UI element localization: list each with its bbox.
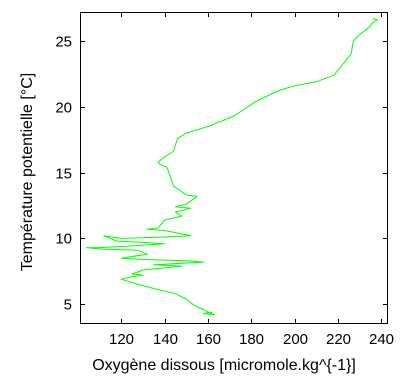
y-tick-label: 5 <box>64 297 72 314</box>
x-tick-label: 160 <box>196 331 221 348</box>
y-axis: 5 10 15 20 25 <box>55 34 388 314</box>
y-tick-label: 10 <box>55 231 72 248</box>
x-tick-label: 200 <box>283 331 308 348</box>
x-tick-label: 240 <box>369 331 394 348</box>
x-axis: 120 140 160 180 200 220 240 <box>109 12 394 348</box>
plot-frame <box>80 12 388 324</box>
x-tick-label: 140 <box>153 331 178 348</box>
series-line-1 <box>86 18 378 316</box>
y-axis-label: Température potentielle [°C] <box>19 73 36 272</box>
x-tick-label: 180 <box>239 331 264 348</box>
y-tick-label: 25 <box>55 34 72 51</box>
x-axis-label: Oxygène dissous [micromole.kg^{-1}] <box>92 357 356 374</box>
y-tick-label: 20 <box>55 100 72 117</box>
plot-area <box>80 12 388 324</box>
y-tick-label: 15 <box>55 166 72 183</box>
x-tick-label: 220 <box>326 331 351 348</box>
x-tick-label: 120 <box>109 331 134 348</box>
